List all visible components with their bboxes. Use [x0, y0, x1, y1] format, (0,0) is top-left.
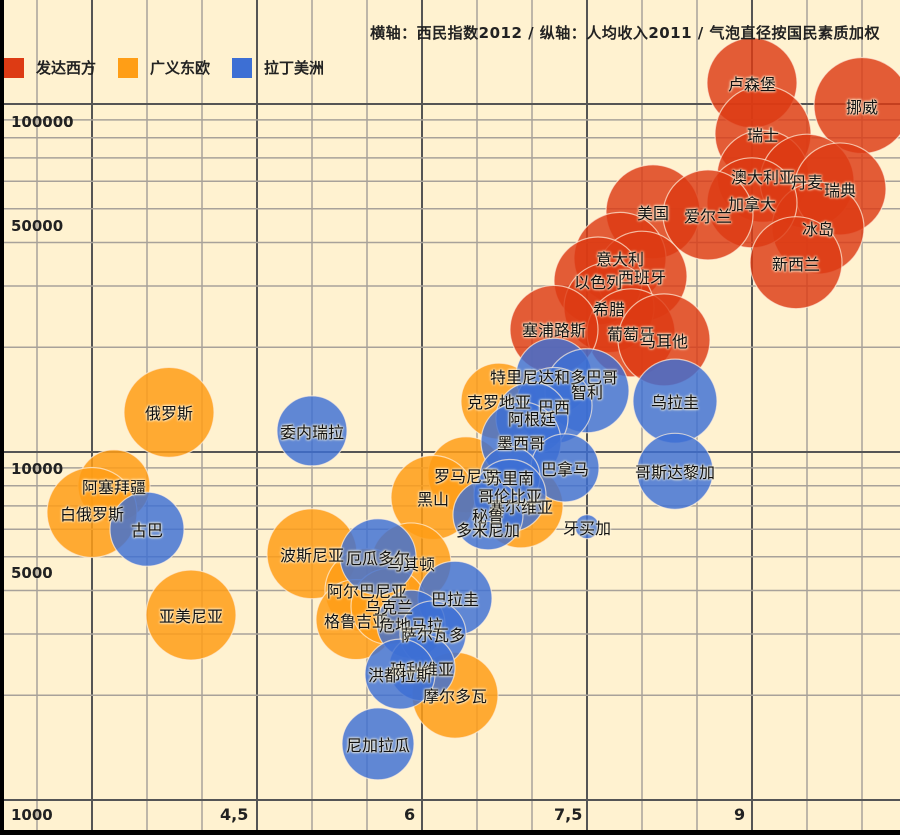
bubble-label: 克罗地亚 [466, 393, 532, 413]
bubble[interactable] [749, 216, 843, 310]
x-tick-4-5: 4,5 [220, 805, 249, 824]
bubble-label: 波斯尼亚 [279, 545, 345, 565]
bubble[interactable] [341, 707, 415, 781]
bubble[interactable] [145, 569, 237, 661]
legend-item-eastern-europe[interactable]: 广义东欧 [118, 57, 210, 78]
bubble-label: 乌拉圭 [650, 393, 700, 413]
bubble-label: 哥斯达黎加 [634, 463, 716, 483]
bubble-label: 委内瑞拉 [279, 422, 345, 442]
bubble-label: 瑞典 [823, 180, 857, 200]
bubble-label: 阿尔巴尼亚 [326, 582, 408, 602]
bubble-label: 巴拿马 [540, 459, 590, 479]
bubble-label: 塞尔维亚 [488, 497, 554, 517]
bubble[interactable] [364, 638, 436, 710]
y-tick-100000: 100000 [11, 113, 74, 131]
bubble-label: 丹麦 [790, 173, 824, 193]
bubble-label: 罗马尼亚 [433, 466, 499, 486]
bubble-label: 白俄罗斯 [59, 504, 125, 524]
bubble-label: 多米尼加 [455, 521, 521, 541]
chart-title: 横轴：西民指数2012 / 纵轴：人均收入2011 / 气泡直径按国民素质加权 [370, 24, 880, 42]
bubble-label: 阿塞拜疆 [81, 477, 147, 497]
bubble-label: 萨尔瓦多 [400, 625, 466, 645]
y-tick-5000: 5000 [11, 564, 53, 582]
bubble-label: 澳大利亚 [730, 168, 796, 188]
bubble-label: 黑山 [416, 489, 450, 509]
bubble-label: 巴拉圭 [430, 590, 480, 610]
bubble-label: 秘鲁 [471, 506, 505, 526]
bubble-label: 挪威 [845, 97, 879, 117]
legend-swatch-orange [118, 57, 139, 78]
bubble-label: 乌克兰 [364, 598, 414, 618]
legend-label: 发达西方 [36, 59, 97, 77]
x-tick-7-5: 7,5 [554, 805, 583, 824]
bubble-label: 格鲁吉亚 [323, 611, 389, 631]
y-tick-10000: 10000 [11, 460, 64, 478]
bubble-label: 洪都拉斯 [367, 666, 433, 686]
x-tick-9: 9 [734, 805, 746, 824]
bubble-label: 巴西 [537, 397, 571, 417]
bubble-label: 特里尼达和多巴哥 [489, 368, 619, 388]
legend-swatch-blue [232, 57, 253, 78]
bubble-label: 危地马拉 [378, 616, 444, 636]
legend-label: 广义东欧 [150, 59, 211, 77]
bubble-label: 尼加拉瓜 [345, 735, 411, 755]
bubble[interactable] [574, 514, 600, 540]
bubble-label: 以色列 [573, 273, 623, 292]
bubble-label: 瑞士 [746, 125, 780, 145]
bubble[interactable] [123, 366, 215, 458]
bubble-label: 墨西哥 [496, 433, 546, 453]
bubble[interactable] [479, 520, 497, 538]
bubble-label: 意大利 [595, 250, 645, 270]
bubble-label: 阿根廷 [507, 410, 557, 430]
bubble-label: 美国 [636, 203, 670, 223]
legend-swatch-red [4, 57, 24, 78]
bubble-chart: 横轴：西民指数2012 / 纵轴：人均收入2011 / 气泡直径按国民素质加权 … [4, 0, 900, 830]
bubble[interactable] [339, 518, 417, 596]
bubble[interactable] [452, 479, 524, 551]
y-tick-1000: 1000 [11, 806, 53, 824]
bubble-label: 冰岛 [801, 220, 835, 240]
bubble-label: 亚美尼亚 [158, 607, 224, 627]
bubble-label: 牙买加 [562, 518, 612, 538]
bubble-label: 马其顿 [386, 554, 436, 574]
bubble-label: 爱尔兰 [683, 206, 733, 226]
bubble-label: 哥伦比亚 [477, 487, 543, 507]
bubble-label: 智利 [570, 382, 604, 402]
bubble-label: 卢森堡 [727, 74, 777, 94]
legend: 发达西方 广义东欧 拉丁美洲 [4, 57, 346, 78]
legend-item-latin-america[interactable]: 拉丁美洲 [232, 57, 324, 78]
bubble[interactable] [636, 432, 714, 510]
bubble[interactable] [109, 491, 185, 567]
bubble-label: 苏里南 [485, 468, 535, 488]
bubble-label: 加拿大 [727, 194, 777, 214]
bubble[interactable] [276, 395, 348, 467]
plot-area [4, 0, 900, 830]
bubble-label: 厄瓜多尔 [345, 548, 411, 568]
legend-label: 拉丁美洲 [264, 59, 325, 77]
bubble-label: 古巴 [130, 521, 164, 541]
bubble-label: 马耳他 [639, 331, 689, 351]
bubble[interactable] [662, 169, 754, 261]
bubble-label: 西班牙 [617, 268, 667, 288]
bubble-label: 葡萄牙 [606, 324, 656, 344]
bubble-label: 俄罗斯 [144, 404, 194, 424]
bubble-label: 塞浦路斯 [521, 321, 587, 341]
x-tick-6: 6 [404, 805, 416, 824]
y-tick-50000: 50000 [11, 217, 64, 235]
bubble-label: 新西兰 [771, 254, 821, 274]
bubble-label: 玻利维亚 [389, 659, 455, 679]
legend-item-developed-west[interactable]: 发达西方 [4, 57, 96, 78]
bubble-label: 摩尔多瓦 [422, 687, 488, 707]
bubble-label: 希腊 [592, 299, 626, 319]
